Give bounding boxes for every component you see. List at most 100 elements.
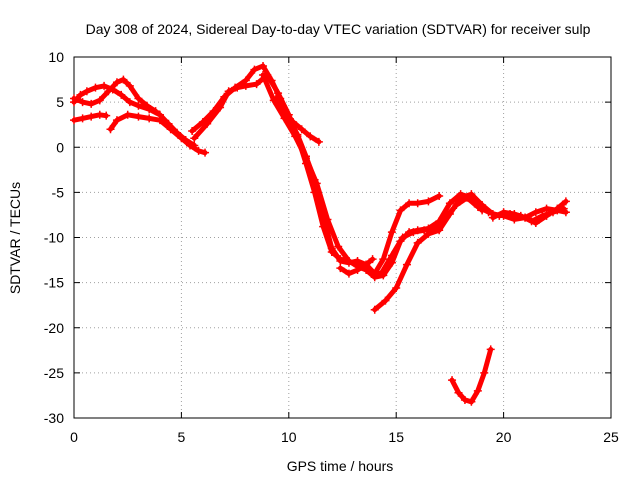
data-point [151,107,160,116]
data-point [82,87,91,96]
x-tick-label: 25 [603,429,619,445]
series-group [70,62,570,406]
data-point [387,228,396,237]
data-point [561,208,570,217]
data-point [100,81,109,90]
data-point [480,368,489,377]
data-point [405,199,414,208]
data-point [190,134,199,143]
data-point [76,90,85,99]
data-point [553,206,562,215]
data-point [409,228,418,237]
data-point [467,397,476,406]
data-point [510,210,519,219]
y-tick-label: 0 [56,139,64,155]
data-point [413,199,422,208]
y-tick-label: 5 [56,94,64,110]
data-point [216,103,225,112]
series-line-trace-h [273,96,322,145]
data-point [259,71,268,80]
data-point [381,296,390,305]
data-point [392,284,401,293]
data-point [95,110,104,119]
x-tick-label: 5 [178,429,186,445]
data-point [119,75,128,84]
y-axis-label: SDTVAR / TECUs [7,182,23,294]
data-point [336,264,345,273]
y-tick-label: -10 [44,230,64,246]
data-point [291,132,300,141]
data-point [134,94,143,103]
data-point [125,98,134,107]
data-point [123,110,132,119]
data-point [424,229,433,238]
data-point [259,62,268,71]
data-point [95,96,104,105]
series-line-trace-c [71,112,109,123]
data-point [353,265,362,274]
data-point [70,116,78,125]
data-point [445,199,454,208]
data-point [319,222,328,231]
data-point [70,94,78,103]
data-point [542,204,551,213]
x-tick-label: 10 [281,429,297,445]
y-tick-label: -20 [44,320,64,336]
y-tick-label: -5 [52,184,65,200]
data-point [78,98,87,107]
data-point [377,269,386,278]
data-point [188,127,197,136]
data-point [488,213,497,222]
data-point [224,87,233,96]
data-point [448,376,457,385]
data-point [362,260,371,269]
data-point [112,78,121,87]
data-point [402,260,411,269]
data-point [250,65,259,74]
data-point [274,89,283,98]
y-tick-label: -25 [44,365,64,381]
data-point [177,134,186,143]
data-point [106,125,115,134]
data-point [301,154,310,163]
data-point [454,388,463,397]
chart-title: Day 308 of 2024, Sidereal Day-to-day VTE… [86,21,591,37]
data-point [143,101,152,110]
data-point [478,201,487,210]
data-point [233,83,242,92]
y-tick-label: 10 [48,49,64,65]
data-point [486,345,495,354]
data-point [91,83,100,92]
axis-ticks: 0 5 10 15 20 25 -30 -25 -20 -15 -10 -5 0 5 10 [44,49,619,445]
data-point [271,94,280,103]
data-point [155,116,164,125]
data-point [201,148,210,157]
data-point [460,395,469,404]
data-point [203,119,212,128]
data-point [87,112,96,121]
data-point [314,137,323,146]
data-point [185,141,194,150]
data-point [379,255,388,264]
data-point [336,255,345,264]
data-point [368,255,377,264]
data-point [252,80,261,89]
data-point [445,210,454,219]
data-point [289,117,298,126]
data-point [398,233,407,242]
data-point [327,247,336,256]
data-point [387,251,396,260]
data-point [531,208,540,217]
x-tick-label: 15 [388,429,404,445]
data-point [166,125,175,134]
data-point [312,179,321,188]
data-point [456,193,465,202]
x-axis-label: GPS time / hours [287,458,394,474]
data-point [542,211,551,220]
y-tick-label: -15 [44,275,64,291]
data-point [112,116,121,125]
x-tick-label: 0 [70,429,78,445]
data-point [334,242,343,251]
data-point [531,219,540,228]
